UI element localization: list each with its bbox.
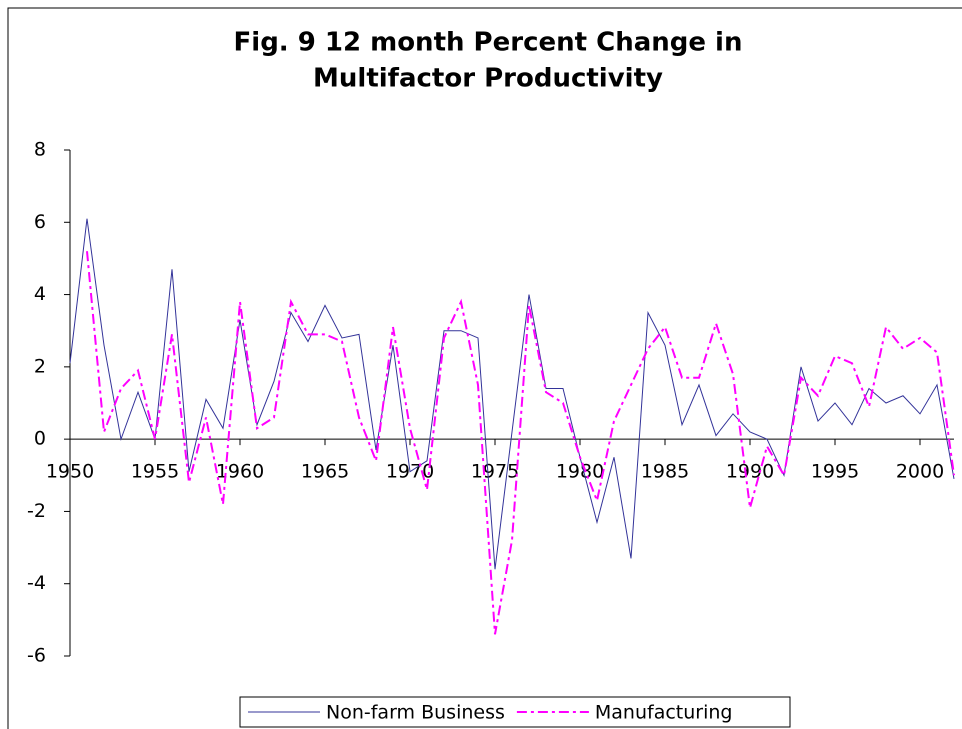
y-tick-label: 6 — [34, 211, 46, 233]
chart-title: Fig. 9 12 month Percent Change in — [234, 28, 743, 58]
legend-label: Manufacturing — [595, 702, 733, 724]
x-tick-label: 1950 — [46, 461, 94, 483]
y-tick-label: -6 — [27, 645, 46, 667]
x-tick-label: 1985 — [641, 461, 689, 483]
x-tick-label: 1965 — [301, 461, 349, 483]
chart-border — [7, 7, 962, 729]
x-tick-label: 1980 — [556, 461, 604, 483]
y-tick-label: 0 — [34, 428, 46, 450]
y-tick-label: -2 — [27, 500, 46, 522]
y-tick-label: 2 — [34, 355, 46, 377]
legend-label: Non-farm Business — [326, 702, 505, 724]
legend — [239, 696, 791, 728]
y-tick-label: 8 — [34, 139, 46, 161]
x-tick-label: 1960 — [216, 461, 264, 483]
y-tick-label: 4 — [34, 283, 46, 305]
x-tick-label: 1990 — [726, 461, 774, 483]
x-tick-label: 1955 — [131, 461, 179, 483]
y-tick-label: -4 — [27, 572, 46, 594]
x-tick-label: 2000 — [896, 461, 944, 483]
x-tick-label: 1975 — [471, 461, 519, 483]
x-tick-label: 1995 — [811, 461, 859, 483]
series-line — [86, 251, 955, 635]
chart-title: Multifactor Productivity — [313, 64, 663, 94]
